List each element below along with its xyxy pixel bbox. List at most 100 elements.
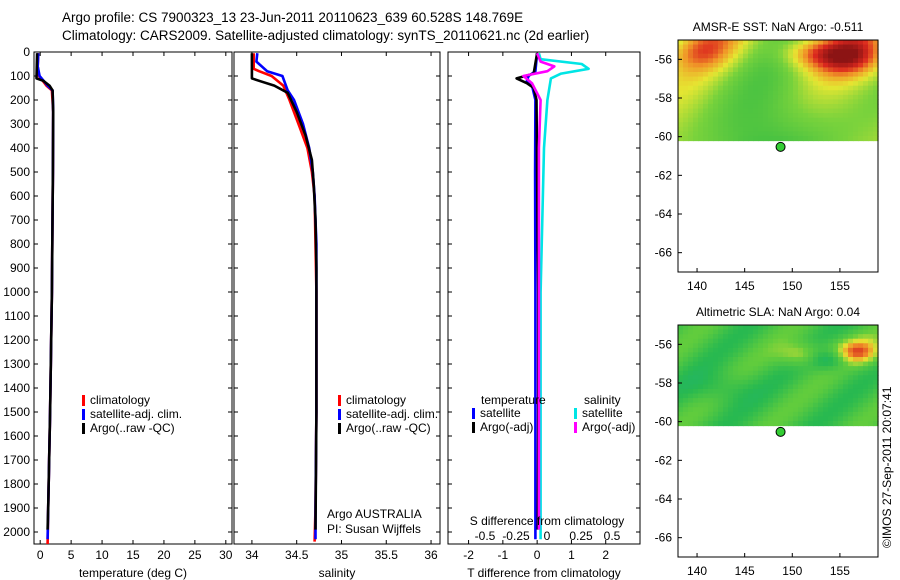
heatmap-cell [863,416,869,422]
heatmap-cell [838,126,844,132]
heatmap-cell [848,108,854,114]
heatmap-cell [693,407,699,413]
heatmap-cell [733,402,739,408]
heatmap-cell [738,85,744,91]
heatmap-cell [768,398,774,404]
heatmap-cell [873,370,879,376]
heatmap-cell [803,44,809,50]
heatmap-cell [823,40,829,46]
heatmap-cell [863,393,869,399]
heatmap-cell [733,131,739,137]
heatmap-cell [813,85,819,91]
heatmap-cell [828,135,834,142]
heatmap-cell [828,113,834,119]
heatmap-cell [688,366,694,372]
heatmap-cell [708,58,714,64]
heatmap-cell [778,388,784,395]
heatmap-cell [748,366,754,372]
heatmap-cell [873,90,879,96]
heatmap-cell [713,379,719,386]
heatmap-cell [748,117,754,123]
heatmap-cell [758,131,764,137]
heatmap-cell [703,352,709,358]
heatmap-cell [698,49,704,55]
heatmap-cell [843,407,849,413]
heatmap-cell [838,49,844,55]
heatmap-cell [868,347,874,354]
heatmap-cell [713,375,719,381]
heatmap-cell [698,117,704,123]
heatmap-cell [863,420,869,427]
heatmap-cell [848,131,854,137]
heatmap-cell [788,407,794,413]
heatmap-cell [698,366,704,372]
heatmap-cell [813,90,819,96]
heatmap-cell [858,76,864,82]
heatmap-cell [773,122,779,128]
heatmap-cell [798,62,804,69]
heatmap-cell [808,117,814,123]
heatmap-cell [868,62,874,69]
heatmap-cell [773,370,779,376]
heatmap-cell [843,343,849,349]
heatmap-cell [803,343,809,349]
legend-swatch [338,423,341,434]
heatmap-cell [678,388,684,395]
heatmap-cell [748,94,754,101]
heatmap-cell [778,379,784,386]
heatmap-cell [863,366,869,372]
heatmap-cell [748,370,754,376]
heatmap-cell [708,94,714,101]
heatmap-cell [743,416,749,422]
heatmap-cell [748,99,754,105]
heatmap-cell [743,420,749,427]
heatmap-cell [873,352,879,358]
heatmap-cell [853,131,859,137]
heatmap-cell [818,40,824,46]
heatmap-cell [783,76,789,82]
heatmap-cell [738,384,744,390]
heatmap-cell [848,375,854,381]
difference-frame [447,51,641,545]
heatmap-cell [778,329,784,335]
heatmap-cell [818,338,824,344]
heatmap-cell [818,334,824,340]
heatmap-cell [748,416,754,422]
heatmap-cell [843,361,849,367]
heatmap-cell [848,99,854,105]
heatmap-cell [803,398,809,404]
x-tick-label: 150 [782,279,802,293]
heatmap-cell [688,94,694,101]
heatmap-cell [793,117,799,123]
heatmap-cell [803,366,809,372]
heatmap-cell [803,135,809,142]
heatmap-cell [803,329,809,335]
heatmap-cell [703,416,709,422]
heatmap-cell [708,329,714,335]
heatmap-cell [688,398,694,404]
top-tick-label: -0.25 [502,529,530,543]
heatmap-cell [718,402,724,408]
heatmap-cell [783,334,789,340]
heatmap-cell [823,416,829,422]
heatmap-cell [808,53,814,59]
heatmap-cell [708,99,714,105]
y-tick-label: -62 [655,453,673,467]
heatmap-cell [718,356,724,363]
heatmap-cell [713,131,719,137]
heatmap-cell [758,375,764,381]
heatmap-cell [863,352,869,358]
heatmap-cell [758,416,764,422]
heatmap-cell [678,85,684,91]
y-tick-label: 700 [10,213,30,227]
heatmap-cell [763,338,769,344]
heatmap-cell [763,416,769,422]
heatmap-cell [773,53,779,59]
heatmap-cell [708,393,714,399]
heatmap-cell [703,122,709,128]
heatmap-cell [683,126,689,132]
heatmap-cell [688,71,694,78]
heatmap-cell [738,352,744,358]
heatmap-cell [758,53,764,59]
heatmap-cell [763,402,769,408]
